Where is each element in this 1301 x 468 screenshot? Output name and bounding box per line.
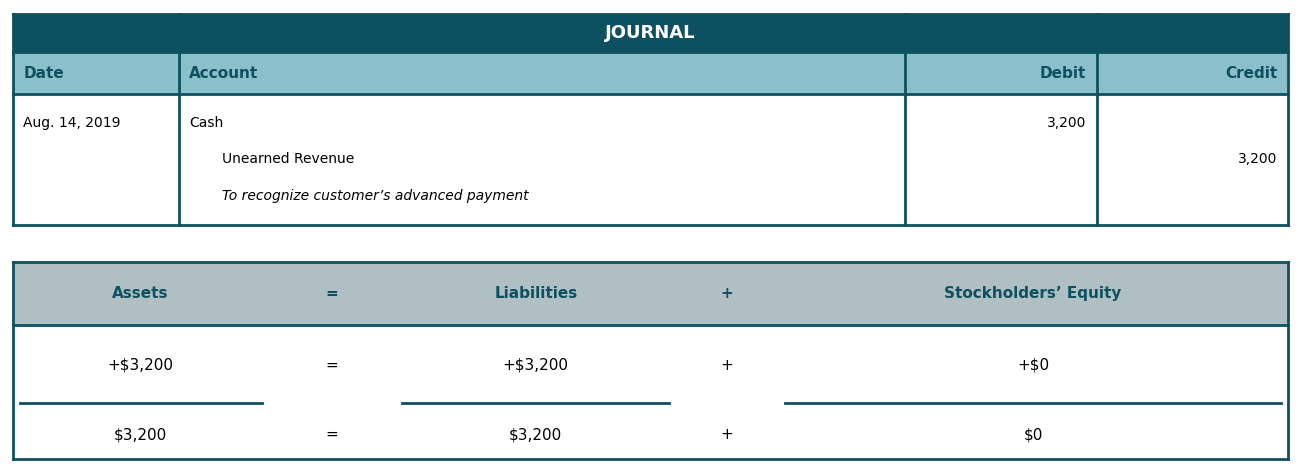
Text: 3,200: 3,200 xyxy=(1239,153,1278,166)
Bar xyxy=(13,14,1288,52)
Text: 3,200: 3,200 xyxy=(1047,116,1086,130)
Text: $3,200: $3,200 xyxy=(114,427,167,442)
Text: $3,200: $3,200 xyxy=(509,427,562,442)
Text: $0: $0 xyxy=(1024,427,1042,442)
Text: Account: Account xyxy=(189,66,259,80)
Text: To recognize customer’s advanced payment: To recognize customer’s advanced payment xyxy=(221,189,528,203)
Text: +: + xyxy=(721,286,734,301)
Text: Aug. 14, 2019: Aug. 14, 2019 xyxy=(23,116,121,130)
Text: Liabilities: Liabilities xyxy=(494,286,578,301)
Text: Cash: Cash xyxy=(189,116,224,130)
Text: Debit: Debit xyxy=(1039,66,1086,80)
Text: Stockholders’ Equity: Stockholders’ Equity xyxy=(945,286,1121,301)
Text: =: = xyxy=(325,286,338,301)
Bar xyxy=(13,52,1288,94)
Bar xyxy=(13,94,1288,225)
Text: +$0: +$0 xyxy=(1017,358,1049,373)
Text: +: + xyxy=(721,427,734,442)
Text: Unearned Revenue: Unearned Revenue xyxy=(221,153,354,166)
Text: JOURNAL: JOURNAL xyxy=(605,24,696,42)
Text: Date: Date xyxy=(23,66,64,80)
Text: =: = xyxy=(325,427,338,442)
Bar xyxy=(13,325,1288,459)
Bar xyxy=(13,262,1288,325)
Text: =: = xyxy=(325,358,338,373)
Text: Assets: Assets xyxy=(112,286,169,301)
Text: +: + xyxy=(721,358,734,373)
Text: +$3,200: +$3,200 xyxy=(502,358,569,373)
Text: Credit: Credit xyxy=(1226,66,1278,80)
Text: +$3,200: +$3,200 xyxy=(108,358,173,373)
